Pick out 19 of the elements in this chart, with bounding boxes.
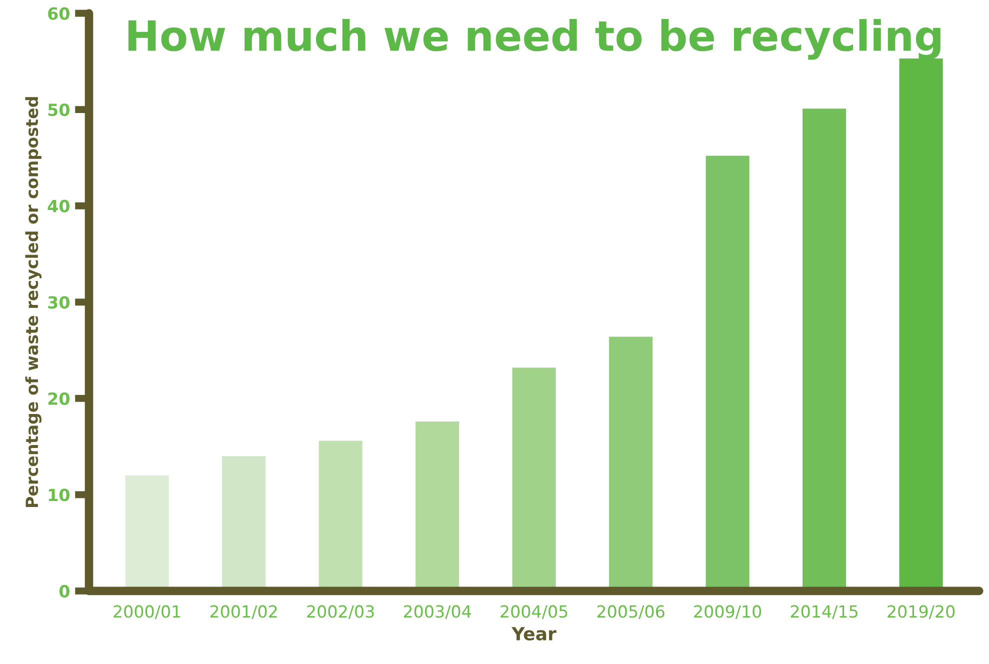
y-tick-label: 50 (48, 104, 70, 116)
x-tick-label: 2000/01 (114, 605, 180, 620)
y-tick-label: 10 (48, 488, 70, 502)
x-tick-label: 2003/04 (404, 605, 471, 620)
x-tick-label: 2019/20 (888, 605, 955, 620)
x-tick-label: 2009/10 (694, 605, 762, 620)
y-tick-label: 40 (48, 200, 70, 212)
y-tick-label: 30 (48, 296, 70, 309)
y-axis-title: Percentage of waste recycled or composted (25, 97, 42, 507)
x-tick-label: 2005/06 (597, 605, 664, 620)
chart-title: How much we need to be recycling (128, 19, 940, 60)
x-tick-label: 2002/03 (307, 605, 374, 620)
x-tick-label: 2014/15 (790, 605, 858, 620)
y-tick-label: 60 (48, 7, 70, 20)
x-tick-label: 2001/02 (210, 605, 277, 620)
x-axis-title: Year (512, 627, 556, 641)
y-tick-label: 20 (48, 392, 70, 405)
x-tick-label: 2004/05 (500, 605, 568, 620)
y-tick-label: 0 (59, 584, 70, 598)
